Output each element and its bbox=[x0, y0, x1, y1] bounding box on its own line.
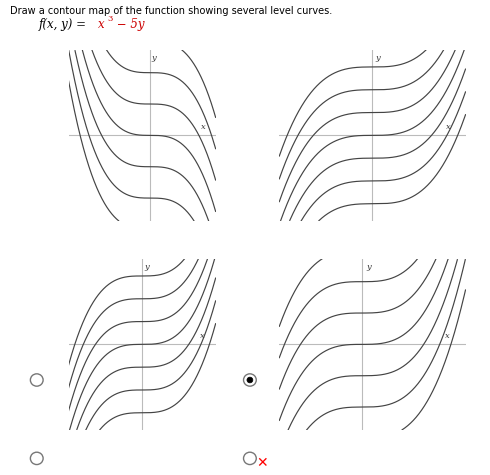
Text: x: x bbox=[444, 332, 449, 341]
Text: y: y bbox=[152, 54, 157, 62]
Text: x: x bbox=[200, 332, 205, 341]
Text: f(x, y) =: f(x, y) = bbox=[39, 18, 91, 31]
Text: y: y bbox=[376, 54, 380, 62]
Text: x: x bbox=[98, 18, 105, 31]
Text: y: y bbox=[144, 263, 149, 271]
Text: y: y bbox=[366, 263, 370, 271]
Text: x: x bbox=[201, 124, 206, 132]
Text: − 5y: − 5y bbox=[113, 18, 144, 31]
Text: 3: 3 bbox=[107, 15, 113, 23]
Text: x: x bbox=[446, 124, 451, 132]
Text: Draw a contour map of the function showing several level curves.: Draw a contour map of the function showi… bbox=[10, 6, 332, 16]
Text: ✕: ✕ bbox=[256, 456, 268, 470]
